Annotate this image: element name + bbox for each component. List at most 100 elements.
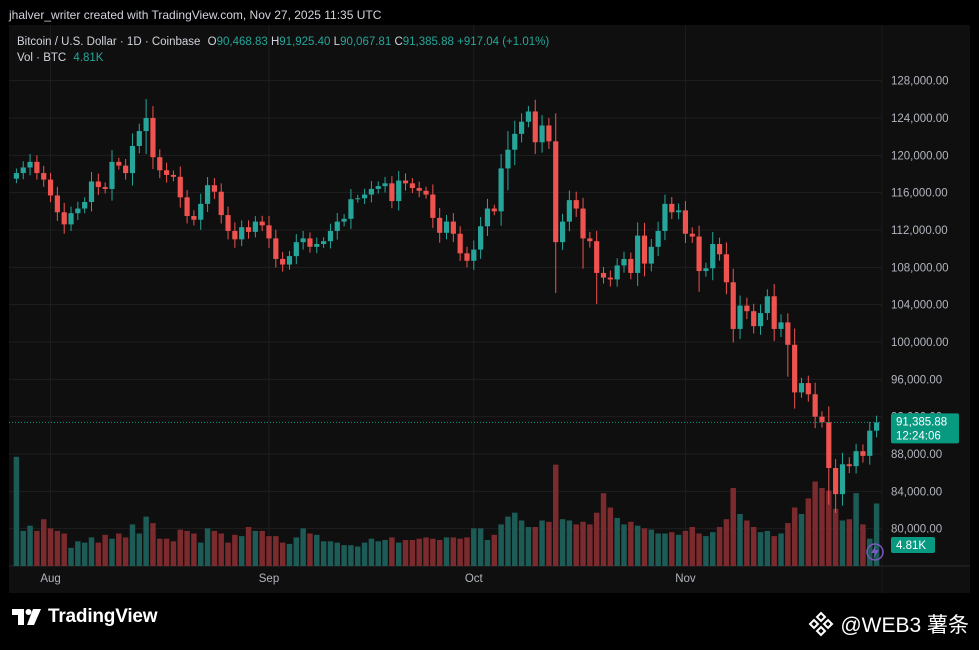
- legend-high-label: H: [270, 36, 280, 48]
- volume-bar: [600, 493, 607, 566]
- candle-body: [382, 183, 388, 187]
- legend-low: 90,067.81: [340, 36, 392, 48]
- candle-body: [566, 200, 572, 222]
- x-axis[interactable]: Aug Sep Oct Nov: [40, 573, 696, 585]
- volume-bar: [252, 530, 259, 566]
- x-tick-label: Nov: [675, 573, 696, 585]
- candle-body: [833, 468, 839, 495]
- volume-bar: [512, 512, 518, 566]
- legend-low-label: L: [333, 36, 341, 48]
- volume-bar: [184, 530, 190, 566]
- volume-bar: [368, 538, 375, 566]
- volume-bar: [771, 536, 777, 566]
- candle-body: [689, 233, 695, 237]
- last-price-badge-price: 91,385.88: [896, 416, 947, 428]
- volume-bar: [402, 540, 409, 566]
- volume-bar: [430, 538, 436, 566]
- volume-bar: [689, 527, 695, 566]
- volume-bar: [764, 530, 771, 566]
- legend-close-label: C: [394, 36, 403, 48]
- volume-bar: [819, 488, 825, 566]
- y-tick-label: 100,000.00: [891, 337, 949, 349]
- candle-body: [594, 241, 600, 273]
- candle-body: [771, 296, 777, 329]
- volume-bar: [211, 530, 218, 566]
- candle-body: [239, 227, 245, 240]
- volume-bar: [143, 516, 149, 566]
- legend-close: 91,385.88: [402, 36, 454, 48]
- legend-volume-label[interactable]: Vol · BTC: [17, 52, 67, 64]
- candle-body: [232, 230, 238, 240]
- candle-body: [252, 221, 258, 232]
- volume-bar: [607, 507, 614, 566]
- y-tick-label: 116,000.00: [891, 188, 948, 200]
- y-tick-label: 84,000.00: [891, 486, 942, 498]
- volume-bar: [13, 456, 20, 566]
- volume-bar: [546, 521, 552, 566]
- tradingview-logo[interactable]: TradingView: [12, 606, 158, 628]
- legend-symbol[interactable]: Bitcoin / U.S. Dollar · 1D · Coinbase: [17, 36, 201, 48]
- y-axis[interactable]: 128,000.00 124,000.00 120,000.00 116,000.00…: [891, 76, 949, 536]
- y-tick-label: 80,000.00: [891, 524, 942, 536]
- volume-bar: [744, 520, 750, 566]
- candle-body: [703, 268, 709, 272]
- chart-panel[interactable]: 128,000.00 124,000.00 120,000.00 116,000.00…: [9, 25, 970, 593]
- candle-body: [41, 173, 47, 180]
- volume-bar: [245, 527, 252, 566]
- volume-bar: [293, 537, 300, 566]
- legend-ohlc: Bitcoin / U.S. Dollar · 1D · Coinbase O9…: [17, 36, 549, 48]
- candle-body: [464, 253, 470, 261]
- y-tick-label: 96,000.00: [891, 374, 942, 386]
- volume-bar: [443, 537, 450, 566]
- volume-bar: [355, 546, 361, 566]
- volume-bar: [860, 524, 866, 566]
- volume-bar: [655, 533, 661, 566]
- volume-bar: [532, 527, 538, 566]
- volume-bar: [580, 521, 586, 566]
- y-tick-label: 88,000.00: [891, 449, 942, 461]
- candle-body: [553, 141, 559, 243]
- candle-body: [505, 149, 511, 169]
- y-tick-label: 108,000.00: [891, 262, 949, 274]
- candle-body: [846, 464, 852, 467]
- volume-bar: [737, 514, 743, 566]
- volume-badge-value: 4.81K: [896, 540, 926, 552]
- candle-body: [170, 174, 177, 177]
- candle-body: [723, 254, 729, 283]
- candlestick-chart[interactable]: 128,000.00 124,000.00 120,000.00 116,000.00…: [9, 25, 970, 593]
- candle-body: [20, 167, 26, 174]
- volume-bar: [587, 524, 593, 566]
- candle-body: [860, 451, 866, 456]
- volume-bar: [648, 529, 655, 566]
- volume-bar: [471, 528, 477, 566]
- volume-bar: [798, 514, 805, 566]
- volume-bar: [286, 543, 293, 566]
- volume-bar: [238, 536, 245, 566]
- volume-bar: [47, 528, 54, 566]
- volume-bar: [150, 523, 156, 566]
- volume-bar: [163, 538, 170, 566]
- volume-bar: [81, 542, 88, 566]
- volume-bar: [723, 519, 730, 566]
- volume-bar: [191, 533, 197, 566]
- candle-body: [34, 161, 40, 174]
- candle-body: [341, 218, 347, 222]
- volume-bar: [750, 527, 757, 566]
- candle-body: [491, 208, 497, 212]
- volume-bar: [382, 540, 388, 566]
- candle-body: [662, 203, 668, 231]
- candle-body: [716, 244, 723, 255]
- candle-body: [457, 233, 463, 254]
- candle-body: [136, 131, 142, 146]
- volume-bar: [457, 538, 463, 566]
- legend-high: 91,925.40: [279, 36, 331, 48]
- candle-body: [375, 186, 381, 189]
- volume-bar: [614, 517, 620, 566]
- volume-bar: [675, 534, 682, 566]
- candle-body: [143, 118, 149, 132]
- volume-bar: [464, 537, 470, 566]
- last-price-badge: [891, 413, 959, 444]
- top-bar: jhalver_writer created with TradingView.…: [0, 0, 979, 25]
- candle-body: [116, 161, 122, 166]
- candle-body: [648, 246, 654, 264]
